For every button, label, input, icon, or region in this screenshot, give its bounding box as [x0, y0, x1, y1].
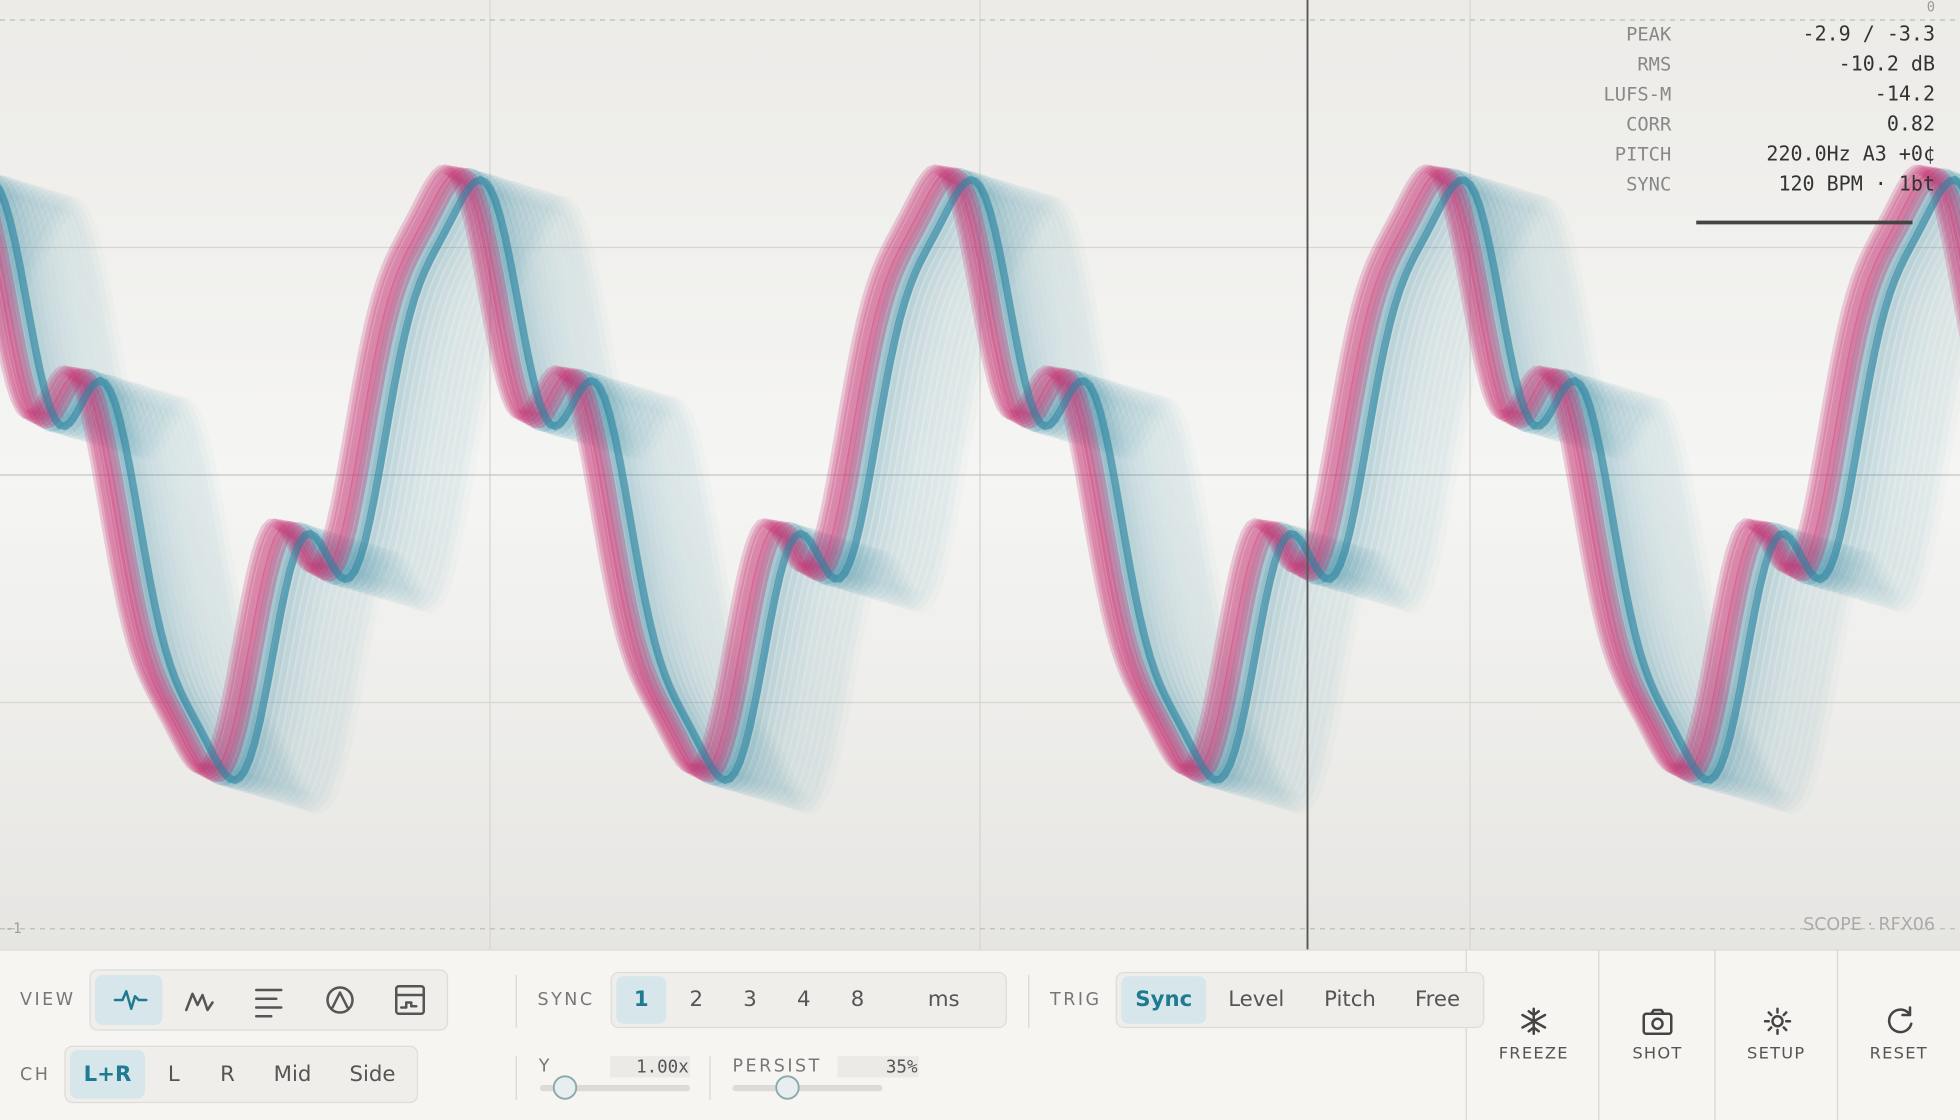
magenta-trace — [0, 167, 1960, 783]
separators — [515, 950, 1839, 1120]
readout-label: SYNC — [1626, 175, 1671, 196]
teal-trace — [0, 183, 1960, 801]
sync-option[interactable]: 8 — [851, 987, 865, 1012]
teal-trace — [0, 177, 1960, 796]
readout-label: LUFS-M — [1604, 85, 1672, 106]
sync-active[interactable] — [616, 976, 667, 1024]
channel-option[interactable]: Side — [350, 1062, 396, 1087]
magenta-trace — [0, 165, 1960, 777]
watermark: SCOPE · RFX06 — [1803, 915, 1935, 935]
ch-label: CH — [20, 1065, 50, 1085]
trig-label: TRIG — [1049, 990, 1102, 1010]
trig-option[interactable]: Level — [1228, 987, 1284, 1012]
magenta-trace — [0, 164, 1960, 774]
setup-icon[interactable] — [1763, 1007, 1792, 1035]
y-value: 1.00x — [636, 1058, 689, 1078]
channel-option[interactable]: Mid — [274, 1062, 312, 1087]
scale-bottom: -1 — [5, 921, 22, 937]
teal-trace — [0, 181, 1960, 799]
action-button[interactable]: SHOT — [1632, 1043, 1682, 1062]
view-list-icon[interactable] — [255, 988, 283, 1018]
teal-trace — [0, 186, 1960, 805]
readout-value: 220.0Hz A3 +0¢ — [1766, 142, 1935, 166]
sync-label: SYNC — [538, 990, 595, 1010]
readout-label: CORR — [1626, 115, 1672, 136]
action-button[interactable]: RESET — [1870, 1043, 1928, 1062]
readout-value: 0.82 — [1887, 112, 1935, 136]
scale-top: 0 — [1927, 0, 1935, 16]
readout-value: -10.2 dB — [1839, 52, 1935, 76]
reset-icon[interactable] — [1887, 1006, 1913, 1034]
view-vector-icon[interactable] — [326, 986, 354, 1014]
y-label: Y — [538, 1056, 552, 1076]
action-button[interactable]: FREEZE — [1499, 1043, 1569, 1062]
view-wave-icon[interactable] — [113, 990, 148, 1010]
persist-slider-track[interactable] — [732, 1085, 883, 1092]
magenta-trace — [0, 166, 1960, 781]
freeze-icon[interactable] — [1521, 1007, 1547, 1035]
sync-option[interactable]: 2 — [689, 987, 703, 1012]
persist-value-box — [837, 1056, 919, 1078]
trig-option[interactable]: Pitch — [1324, 987, 1376, 1012]
waveform — [0, 164, 1960, 805]
teal-trace — [0, 168, 1960, 786]
teal-core — [0, 175, 1960, 785]
persist-slider-knob[interactable] — [775, 1075, 800, 1100]
sync-group — [610, 971, 1007, 1029]
channel-option[interactable]: R — [220, 1062, 235, 1087]
trig-group — [1115, 971, 1485, 1029]
persist-value: 35% — [886, 1058, 918, 1078]
readout-value: -2.9 / -3.3 — [1803, 22, 1935, 46]
shot-icon[interactable] — [1642, 1008, 1673, 1035]
y-slider-knob[interactable] — [552, 1075, 578, 1100]
sync-option[interactable]: 1 — [634, 987, 649, 1012]
channel-option[interactable]: L+R — [84, 1062, 132, 1087]
trig-option[interactable]: Free — [1415, 987, 1460, 1012]
channel-option[interactable]: L — [168, 1062, 180, 1087]
view-spectro-icon[interactable] — [395, 985, 425, 1015]
ch-active[interactable] — [70, 1050, 145, 1099]
teal-trace — [0, 175, 1960, 794]
readout-value: -14.2 — [1875, 82, 1935, 106]
view-envelope-icon[interactable] — [185, 992, 214, 1012]
sync-option[interactable]: 3 — [743, 987, 757, 1012]
readout-value: 120 BPM · 1bt — [1778, 172, 1935, 196]
trig-option[interactable]: Sync — [1135, 987, 1192, 1012]
magenta-trace — [0, 166, 1960, 779]
y-slider-track[interactable] — [540, 1085, 690, 1092]
sync-option[interactable]: ms — [928, 987, 960, 1012]
teal-trace — [0, 179, 1960, 797]
y-value-box — [610, 1056, 690, 1078]
view-label: VIEW — [20, 990, 76, 1010]
readout-label: PEAK — [1626, 25, 1672, 46]
persist-label: PERSIST — [733, 1056, 822, 1076]
sync-option[interactable]: 4 — [797, 987, 811, 1012]
grid — [0, 0, 1960, 950]
magenta-trace — [0, 164, 1960, 776]
action-button[interactable]: SETUP — [1747, 1043, 1805, 1062]
readout-label: PITCH — [1615, 145, 1671, 166]
ch-group — [64, 1045, 419, 1104]
teal-trace — [0, 184, 1960, 803]
readout-label: RMS — [1637, 55, 1671, 76]
trig-active[interactable] — [1121, 976, 1207, 1024]
